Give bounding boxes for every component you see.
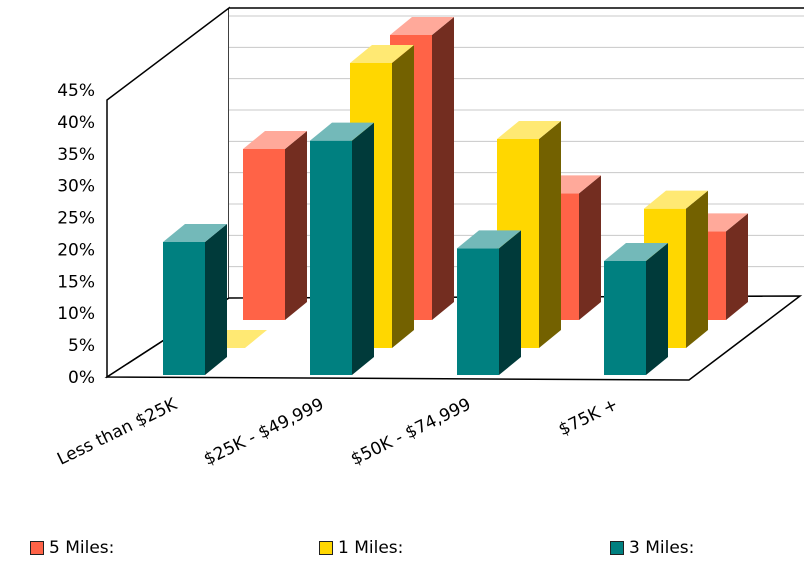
bar-3-miles-2-top bbox=[310, 122, 374, 141]
bar-3-miles-3 bbox=[457, 230, 521, 375]
bar-5-miles-1-front bbox=[243, 149, 285, 320]
y-axis-ticks: 0% 5% 10% 15% 20% 25% 30% 35% 40% 45% bbox=[57, 81, 95, 388]
x-tick-label: $25K - $49,999 bbox=[201, 395, 327, 470]
bar-5-miles-2-top bbox=[390, 17, 454, 35]
bar-5-miles-3-side bbox=[579, 175, 601, 320]
legend-swatch-3-miles bbox=[610, 541, 624, 555]
y-tick-label: 0% bbox=[68, 368, 95, 388]
bar-3-miles-3-front bbox=[457, 248, 499, 375]
y-tick-label: 20% bbox=[57, 240, 95, 260]
bar-3-miles-4-front bbox=[604, 261, 646, 375]
legend-label-1-miles: 1 Miles: bbox=[338, 538, 404, 558]
y-tick-label: 35% bbox=[57, 145, 95, 165]
bar-1-miles-2-side bbox=[392, 45, 414, 348]
legend: 5 Miles: 1 Miles: 3 Miles: bbox=[0, 538, 804, 562]
x-tick-label: Less than $25K bbox=[54, 394, 181, 470]
bar-5-miles-4-side bbox=[726, 213, 748, 320]
bar-3-miles-3-top bbox=[457, 230, 521, 249]
chart: 0% 5% 10% 15% 20% 25% 30% 35% 40% 45% Less than $… bbox=[54, 6, 804, 470]
y-tick-label: 10% bbox=[57, 304, 95, 324]
chart-bars bbox=[163, 17, 748, 376]
x-tick-label: $75K + bbox=[556, 395, 622, 441]
bar-3-miles-2-front bbox=[310, 140, 352, 375]
bar-1-miles-3-top bbox=[497, 121, 561, 139]
bar-3-miles-4-top bbox=[604, 243, 668, 261]
bar-1-miles-4-top bbox=[644, 190, 708, 209]
bar-5-miles-1-side bbox=[285, 131, 307, 320]
bar-1-miles-2-top bbox=[350, 45, 414, 63]
legend-swatch-1-miles bbox=[319, 541, 333, 555]
bar-3-miles-3-side bbox=[499, 230, 521, 375]
y-tick-label: 25% bbox=[57, 209, 95, 229]
bar-5-miles-1 bbox=[243, 131, 307, 320]
bar-1-miles-4-side bbox=[686, 190, 708, 348]
legend-item-3-miles: 3 Miles: bbox=[610, 538, 694, 558]
y-tick-label: 5% bbox=[68, 336, 95, 356]
bar-3-miles-2 bbox=[310, 122, 374, 376]
bar-3-miles-1 bbox=[163, 224, 227, 375]
bar-3-miles-1-front bbox=[163, 242, 205, 375]
bar-1-miles-3-side bbox=[539, 121, 561, 348]
bar-5-miles-1-top bbox=[243, 131, 307, 149]
legend-swatch-5-miles bbox=[30, 541, 44, 555]
bar-3-miles-4-side bbox=[646, 243, 668, 375]
legend-item-1-miles: 1 Miles: bbox=[319, 538, 403, 558]
y-tick-label: 30% bbox=[57, 177, 95, 197]
bar-3-miles-1-side bbox=[205, 224, 227, 375]
legend-label-3-miles: 3 Miles: bbox=[629, 538, 695, 558]
legend-item-5-miles: 5 Miles: bbox=[30, 538, 114, 558]
y-tick-label: 45% bbox=[57, 81, 95, 101]
y-tick-label: 15% bbox=[57, 272, 95, 292]
y-tick-label: 40% bbox=[57, 113, 95, 133]
bar-3-miles-4 bbox=[604, 243, 668, 375]
bar-3-miles-2-side bbox=[352, 122, 374, 376]
x-tick-label: $50K - $74,999 bbox=[348, 395, 474, 470]
x-axis-labels: Less than $25K $25K - $49,999 $50K - $74,9… bbox=[54, 394, 621, 470]
bar-3-miles-1-top bbox=[163, 224, 227, 242]
bar-5-miles-2-side bbox=[432, 17, 454, 320]
legend-label-5-miles: 5 Miles: bbox=[49, 538, 115, 558]
